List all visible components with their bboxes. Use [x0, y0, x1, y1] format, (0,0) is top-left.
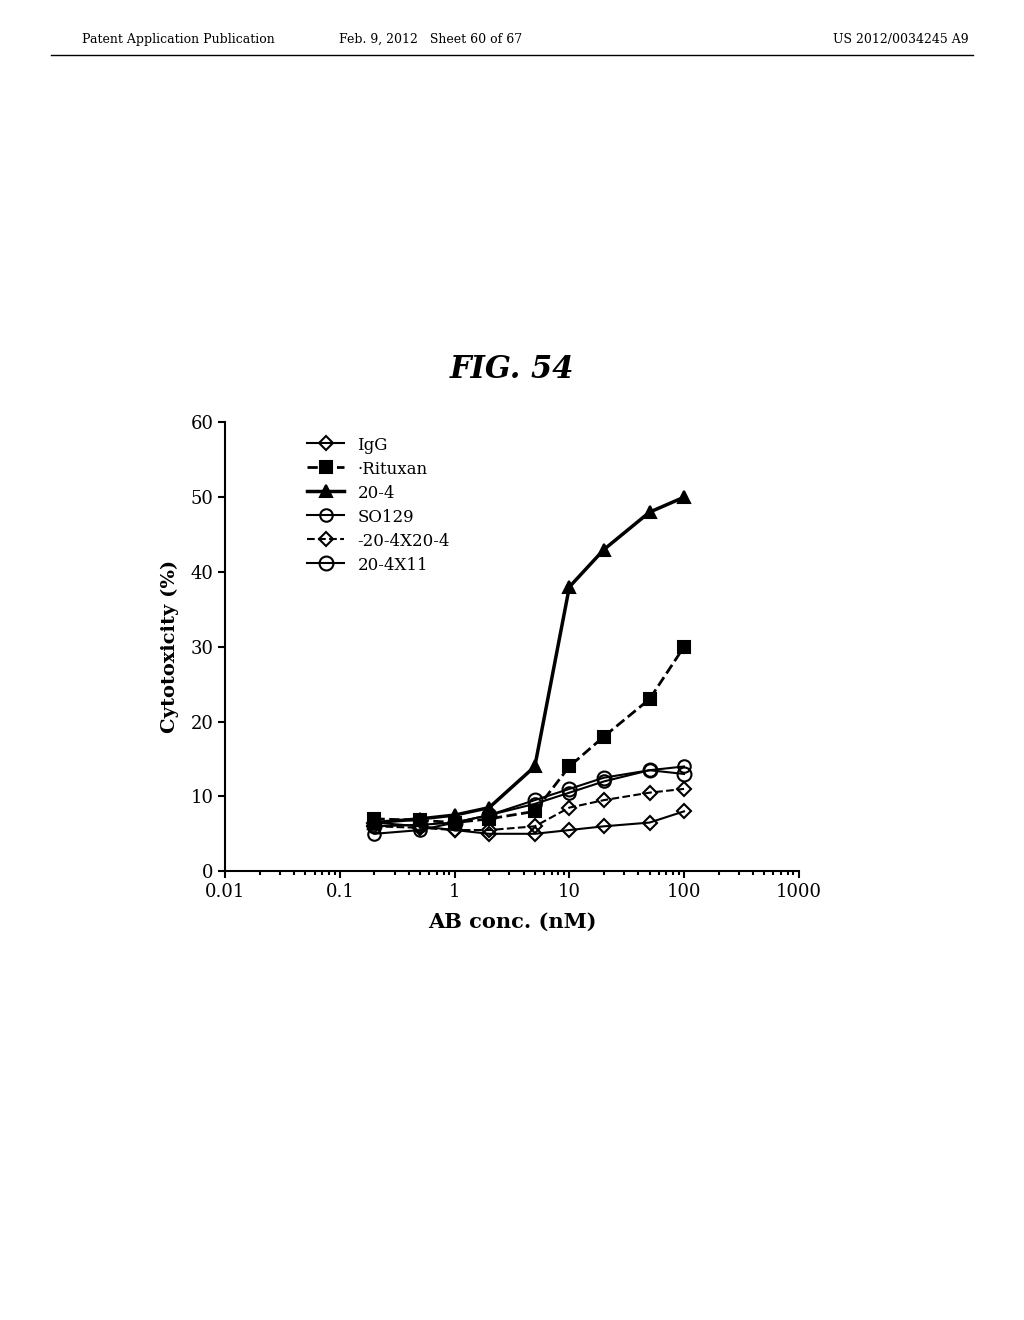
Text: FIG. 54: FIG. 54	[450, 354, 574, 385]
X-axis label: AB conc. (nM): AB conc. (nM)	[428, 912, 596, 932]
Text: US 2012/0034245 A9: US 2012/0034245 A9	[834, 33, 969, 46]
Legend: IgG, ·Rituxan, 20-4, SO129, -20-4X20-4, 20-4X11: IgG, ·Rituxan, 20-4, SO129, -20-4X20-4, …	[302, 430, 455, 579]
Text: Feb. 9, 2012   Sheet 60 of 67: Feb. 9, 2012 Sheet 60 of 67	[339, 33, 521, 46]
Y-axis label: Cytotoxicity (%): Cytotoxicity (%)	[161, 560, 179, 734]
Text: Patent Application Publication: Patent Application Publication	[82, 33, 274, 46]
